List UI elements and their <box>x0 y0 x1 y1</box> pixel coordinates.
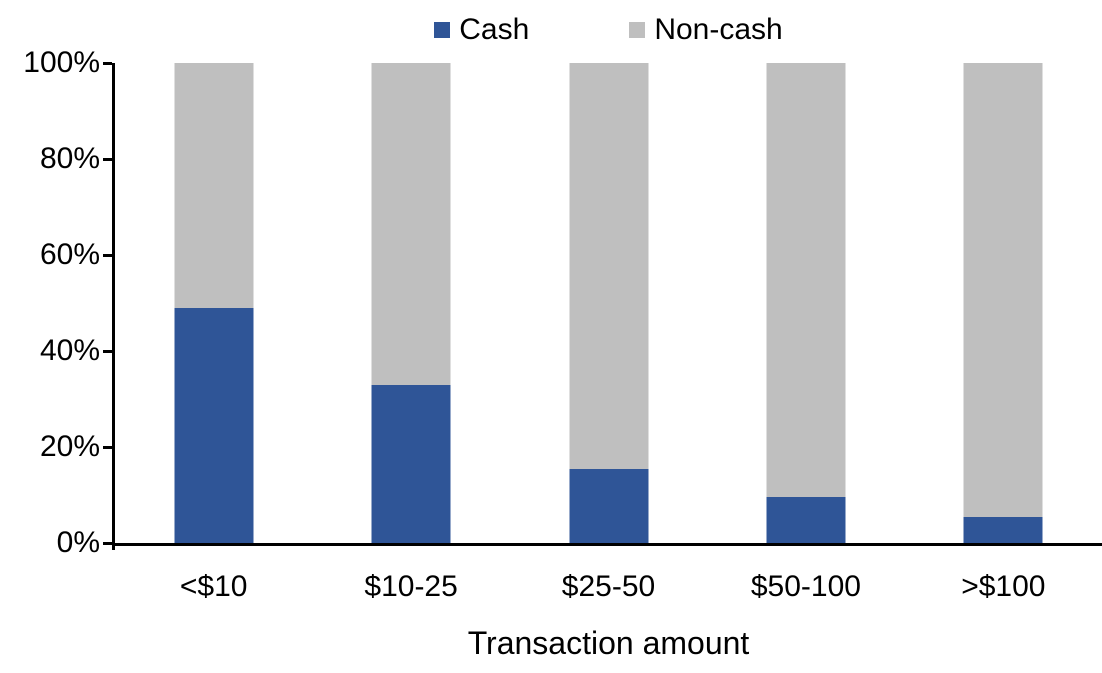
bar-slot <box>115 63 312 543</box>
legend-label-noncash: Non-cash <box>654 13 783 46</box>
bar-slot <box>510 63 707 543</box>
y-axis-tick-mark <box>103 350 112 353</box>
bar-segment-cash <box>963 516 1043 543</box>
x-axis-category-label: $50-100 <box>750 570 861 603</box>
bar-segment-cash <box>174 307 254 543</box>
x-axis-category-label: $10-25 <box>364 570 458 603</box>
x-axis-category-label: >$100 <box>961 570 1046 603</box>
bar-segment-non-cash <box>371 63 451 385</box>
x-axis-category-label: $25-50 <box>561 570 656 603</box>
legend: Cash Non-cash <box>115 12 1102 48</box>
x-axis-category-label: <$10 <box>179 570 248 603</box>
stacked-bar <box>963 63 1043 543</box>
cash-legend-swatch-icon <box>434 22 451 38</box>
stacked-bar <box>569 63 649 543</box>
bar-segment-non-cash <box>174 63 254 308</box>
x-axis-labels: <$10 $10-25 $25-50 $50-100 >$100 <box>115 570 1102 604</box>
y-axis-tick-label: 80% <box>39 142 100 175</box>
noncash-legend-swatch-icon <box>629 22 646 38</box>
y-axis-tick-label: 20% <box>39 430 100 463</box>
y-axis-tick-label: 60% <box>39 238 100 271</box>
y-axis-tick-mark <box>103 254 112 257</box>
bar-slot <box>905 63 1102 543</box>
bar-segment-non-cash <box>569 63 649 469</box>
bar-segment-non-cash <box>766 63 846 498</box>
y-axis-tick-mark <box>103 158 112 161</box>
legend-item-cash: Cash <box>434 14 529 46</box>
x-axis-title: Transaction amount <box>467 625 750 661</box>
bar-segment-cash <box>766 497 846 543</box>
bar-segment-cash <box>569 468 649 543</box>
bar-segment-cash <box>371 384 451 543</box>
bar-slot <box>312 63 509 543</box>
bar-slot <box>707 63 904 543</box>
legend-label-cash: Cash <box>459 13 530 46</box>
bar-segment-non-cash <box>963 63 1043 517</box>
y-axis-line <box>112 63 115 550</box>
y-axis-tick-mark <box>103 542 112 545</box>
stacked-bar <box>371 63 451 543</box>
y-axis-tick-label: 100% <box>23 46 100 79</box>
y-axis-tick-label: 0% <box>56 526 100 559</box>
y-axis-tick-label: 40% <box>39 334 100 367</box>
stacked-bar <box>766 63 846 543</box>
legend-item-noncash: Non-cash <box>629 13 783 46</box>
y-axis-tick-mark <box>103 62 112 65</box>
stacked-bar <box>174 63 254 543</box>
y-axis-tick-mark <box>103 446 112 449</box>
x-axis-line <box>112 543 1102 546</box>
plot-area <box>115 63 1102 543</box>
